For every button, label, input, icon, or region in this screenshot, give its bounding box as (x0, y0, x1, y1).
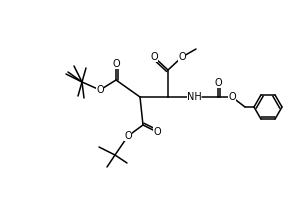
Text: O: O (214, 78, 222, 88)
Text: O: O (228, 92, 236, 102)
Text: O: O (124, 131, 132, 141)
Text: O: O (153, 127, 161, 137)
Text: O: O (96, 85, 104, 95)
Text: O: O (112, 59, 120, 69)
Text: O: O (150, 52, 158, 62)
Text: NH: NH (187, 92, 201, 102)
Text: O: O (178, 52, 186, 62)
